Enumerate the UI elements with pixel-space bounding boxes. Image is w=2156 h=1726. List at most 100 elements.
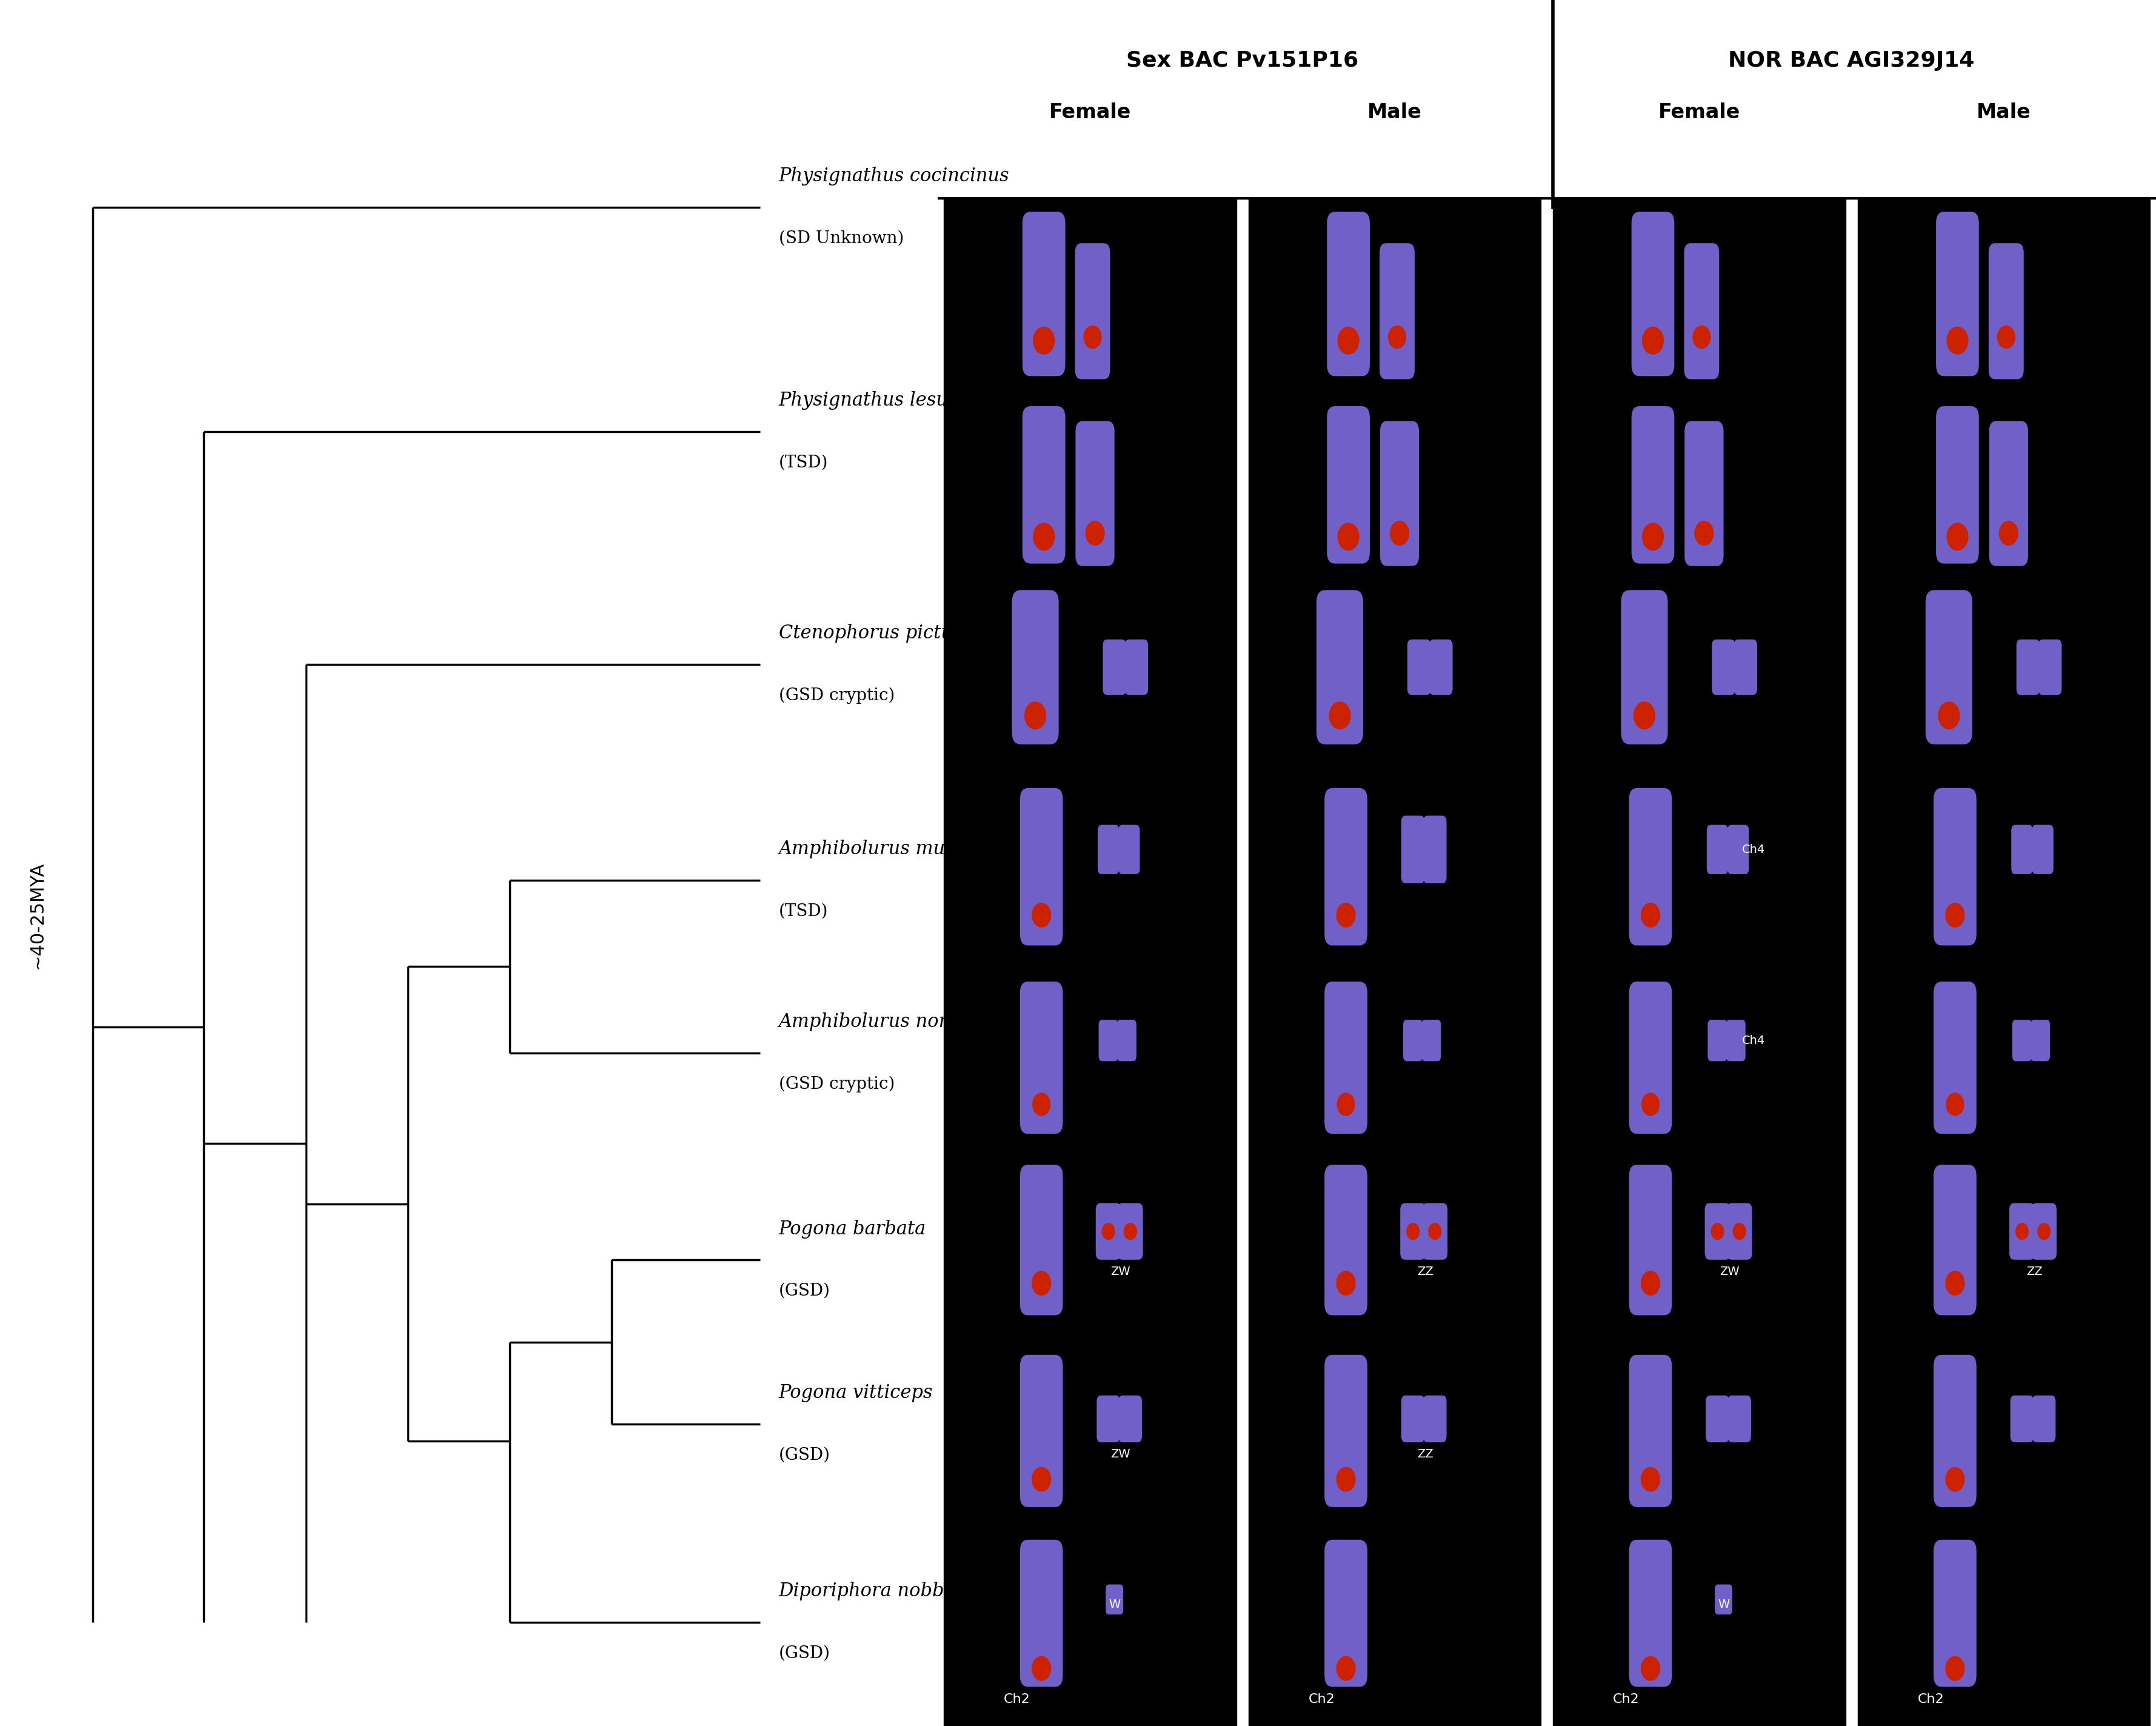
Ellipse shape: [1328, 701, 1352, 730]
FancyBboxPatch shape: [2037, 639, 2061, 696]
FancyBboxPatch shape: [1317, 590, 1363, 744]
FancyBboxPatch shape: [1630, 1540, 1671, 1686]
Ellipse shape: [1634, 701, 1656, 730]
FancyBboxPatch shape: [2031, 1203, 2057, 1260]
Ellipse shape: [1945, 1467, 1964, 1491]
Ellipse shape: [1945, 1655, 1964, 1681]
Text: W: W: [1108, 1598, 1121, 1610]
FancyBboxPatch shape: [1936, 212, 1979, 376]
FancyBboxPatch shape: [1401, 825, 1423, 873]
Text: Ch2: Ch2: [1917, 1693, 1945, 1705]
Text: Physignathus cocincinus: Physignathus cocincinus: [778, 167, 1009, 185]
FancyBboxPatch shape: [1733, 639, 1757, 696]
Ellipse shape: [1337, 523, 1358, 551]
Text: Ch2: Ch2: [1613, 1693, 1639, 1705]
Text: NOR BAC AGI329J14: NOR BAC AGI329J14: [1729, 50, 1975, 71]
FancyBboxPatch shape: [1020, 1165, 1063, 1315]
FancyBboxPatch shape: [1020, 982, 1063, 1134]
FancyBboxPatch shape: [1020, 789, 1063, 946]
Ellipse shape: [1337, 903, 1356, 927]
Ellipse shape: [1033, 1093, 1050, 1117]
Text: (TSD): (TSD): [778, 454, 828, 471]
Ellipse shape: [1733, 1222, 1746, 1239]
FancyBboxPatch shape: [2033, 1395, 2055, 1443]
Ellipse shape: [1999, 521, 2018, 545]
Ellipse shape: [1033, 326, 1054, 354]
Bar: [1858, 198, 2150, 1726]
FancyBboxPatch shape: [1401, 1395, 1425, 1443]
FancyBboxPatch shape: [1011, 590, 1059, 744]
Text: Ch4: Ch4: [1742, 1034, 1766, 1046]
FancyBboxPatch shape: [2016, 639, 2040, 696]
FancyBboxPatch shape: [1421, 1020, 1440, 1061]
FancyBboxPatch shape: [1106, 1584, 1123, 1614]
Text: (GSD): (GSD): [778, 1645, 830, 1662]
FancyBboxPatch shape: [1727, 825, 1749, 873]
Ellipse shape: [1033, 523, 1054, 551]
Ellipse shape: [1945, 1270, 1964, 1296]
FancyBboxPatch shape: [1621, 590, 1669, 744]
Ellipse shape: [2037, 1222, 2050, 1239]
Text: (TSD): (TSD): [778, 903, 828, 920]
FancyBboxPatch shape: [1423, 1395, 1447, 1443]
FancyBboxPatch shape: [1100, 1020, 1119, 1061]
Ellipse shape: [1024, 701, 1046, 730]
Text: ZW: ZW: [1720, 1265, 1740, 1277]
FancyBboxPatch shape: [1401, 816, 1425, 884]
Ellipse shape: [1033, 1655, 1052, 1681]
FancyBboxPatch shape: [1934, 982, 1977, 1134]
Ellipse shape: [1084, 326, 1102, 349]
Ellipse shape: [1710, 1222, 1725, 1239]
FancyBboxPatch shape: [1423, 1203, 1447, 1260]
Ellipse shape: [1641, 1270, 1660, 1296]
Ellipse shape: [1033, 1270, 1052, 1296]
FancyBboxPatch shape: [1705, 1395, 1729, 1443]
FancyBboxPatch shape: [1119, 825, 1141, 873]
Ellipse shape: [1996, 326, 2016, 349]
FancyBboxPatch shape: [1630, 789, 1671, 946]
Text: Ctenophorus pictus: Ctenophorus pictus: [778, 625, 962, 642]
Text: Female: Female: [1658, 102, 1740, 123]
Text: Amphibolurus norrisi: Amphibolurus norrisi: [778, 1013, 979, 1030]
Ellipse shape: [1033, 1467, 1052, 1491]
Text: Male: Male: [1977, 102, 2031, 123]
FancyBboxPatch shape: [1712, 639, 1736, 696]
Ellipse shape: [1033, 903, 1052, 927]
FancyBboxPatch shape: [2031, 825, 2053, 873]
Ellipse shape: [1947, 1093, 1964, 1117]
Ellipse shape: [1947, 523, 1968, 551]
Ellipse shape: [1947, 326, 1968, 354]
Text: Female: Female: [1050, 102, 1132, 123]
Text: Pogona vitticeps: Pogona vitticeps: [778, 1384, 934, 1402]
FancyBboxPatch shape: [2012, 825, 2033, 873]
FancyBboxPatch shape: [1380, 421, 1419, 566]
FancyBboxPatch shape: [1324, 982, 1367, 1134]
Ellipse shape: [1695, 521, 1714, 545]
FancyBboxPatch shape: [1990, 421, 2029, 566]
FancyBboxPatch shape: [1326, 406, 1369, 564]
FancyBboxPatch shape: [1119, 1395, 1143, 1443]
Text: ZW: ZW: [1110, 1265, 1130, 1277]
Ellipse shape: [1337, 1270, 1356, 1296]
FancyBboxPatch shape: [1408, 639, 1432, 696]
FancyBboxPatch shape: [1727, 1203, 1753, 1260]
Ellipse shape: [1084, 521, 1104, 545]
FancyBboxPatch shape: [1936, 406, 1979, 564]
Text: Pogona barbata: Pogona barbata: [778, 1220, 927, 1238]
FancyBboxPatch shape: [1708, 825, 1729, 873]
Text: W: W: [1718, 1598, 1729, 1610]
Ellipse shape: [1945, 903, 1964, 927]
FancyBboxPatch shape: [1404, 1020, 1423, 1061]
FancyBboxPatch shape: [1934, 1165, 1977, 1315]
FancyBboxPatch shape: [1423, 816, 1447, 884]
Ellipse shape: [1641, 1093, 1660, 1117]
FancyBboxPatch shape: [1630, 1165, 1671, 1315]
FancyBboxPatch shape: [2009, 1203, 2035, 1260]
Text: ZZ: ZZ: [1416, 1448, 1434, 1460]
Ellipse shape: [1641, 903, 1660, 927]
FancyBboxPatch shape: [1324, 1165, 1367, 1315]
Ellipse shape: [1641, 1467, 1660, 1491]
Text: (GSD): (GSD): [778, 1282, 830, 1300]
Ellipse shape: [1938, 701, 1960, 730]
FancyBboxPatch shape: [1097, 1395, 1121, 1443]
